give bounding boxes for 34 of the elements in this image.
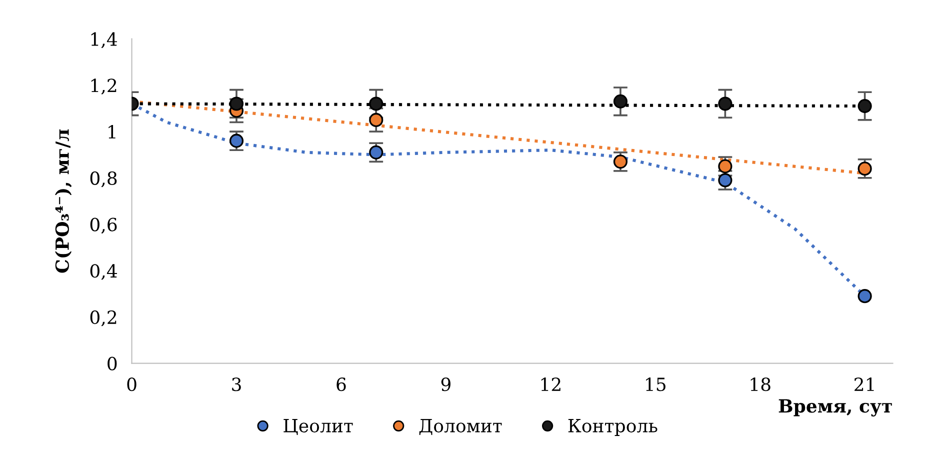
x-tick-label: 21 [854,378,874,391]
y-tick-label: 0,4 [90,264,117,280]
legend-label: Контроль [568,419,658,436]
x-tick-label: 9 [441,378,450,392]
y-axis-title: C(PO₃⁴⁻), мг/л [55,129,72,273]
x-tick-label: 12 [541,378,560,391]
point [718,173,732,188]
legend-label: Доломит [419,419,502,436]
x-tick-label: 3 [232,378,241,392]
point [858,99,872,114]
point [229,134,244,148]
point [369,145,384,160]
legend-label: Цеолит [284,419,353,436]
y-tick-label: 1 [108,125,116,138]
y-tick-label: 0,2 [90,310,116,326]
point [613,154,628,169]
x-tick-label: 0 [127,378,136,392]
point [369,96,384,111]
x-tick-label: 18 [750,378,770,392]
point [369,112,384,128]
point [858,289,872,304]
y-tick-label: 1,4 [91,32,117,48]
x-axis-title: Время, сут [778,399,892,416]
x-tick-label: 15 [646,378,666,392]
x-tick-label: 6 [336,378,346,392]
point [858,162,872,176]
y-tick-label: 0,8 [90,171,117,188]
y-tick-label: 0,6 [90,218,117,234]
point [613,94,628,108]
point [718,96,732,111]
y-tick-label: 0 [108,356,117,370]
point [229,96,244,111]
y-tick-label: 1,2 [91,78,116,95]
point [718,159,732,174]
